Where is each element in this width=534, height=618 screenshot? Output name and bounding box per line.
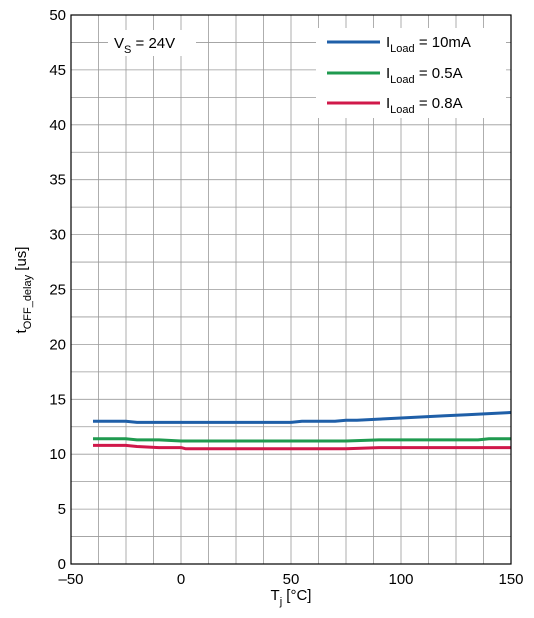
- y-tick-label: 35: [49, 172, 66, 189]
- x-axis-title: Tj [°C]: [271, 587, 312, 608]
- y-tick-label: 50: [49, 7, 66, 24]
- x-tick-label: 0: [177, 571, 185, 588]
- x-tick-label: 150: [498, 571, 523, 588]
- x-tick-label: –50: [58, 571, 83, 588]
- legend-label: ILoad = 0.5A: [386, 65, 463, 86]
- y-tick-label: 45: [49, 62, 66, 79]
- annotations: VS = 24V: [108, 30, 196, 56]
- legend-label: ILoad = 0.8A: [386, 95, 463, 116]
- x-tick-label: 100: [388, 571, 413, 588]
- y-tick-label: 0: [58, 556, 66, 573]
- supply-voltage-annotation: VS = 24V: [114, 35, 175, 56]
- series-lines: [93, 411, 512, 451]
- y-tick-label: 40: [49, 117, 66, 134]
- series-line-2: [93, 437, 511, 443]
- x-tick-label: 50: [283, 571, 300, 588]
- legend-label: ILoad = 10mA: [386, 34, 471, 55]
- y-tick-label: 30: [49, 227, 66, 244]
- y-tick-label: 25: [49, 282, 66, 299]
- y-tick-label: 15: [49, 391, 66, 408]
- annotation-background: [108, 30, 196, 56]
- plot-frame: [70, 14, 512, 565]
- y-tick-label: 10: [49, 446, 66, 463]
- series-line-1: [93, 411, 512, 424]
- y-axis-title: tOFF_delay [us]: [13, 247, 34, 334]
- series-line-3: [93, 443, 511, 451]
- y-tick-label: 5: [58, 501, 66, 518]
- legend: ILoad = 10mA ILoad = 0.5A ILoad = 0.8A: [316, 28, 506, 118]
- y-tick-label: 20: [49, 336, 66, 353]
